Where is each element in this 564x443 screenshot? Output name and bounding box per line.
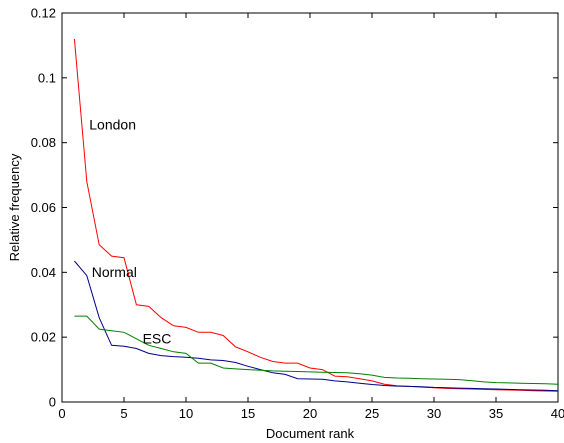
series-line-london: [73, 38, 559, 392]
y-tick-label: 0.02: [31, 330, 56, 345]
annotations: London Normal ESC: [89, 117, 171, 347]
y-axis-label: Relative frequency: [7, 153, 22, 261]
x-tick-label: 20: [303, 406, 317, 421]
annotation-normal: Normal: [92, 264, 137, 280]
y-tick-label: 0.12: [31, 6, 56, 21]
annotation-london: London: [89, 117, 136, 133]
y-tick-label: 0.06: [31, 200, 56, 215]
x-tick-label: 15: [241, 406, 255, 421]
series-lines: [73, 38, 559, 392]
x-tick-label: 40: [551, 406, 564, 421]
axis-ticks: [61, 12, 559, 403]
x-tick-label: 5: [120, 406, 127, 421]
x-tick-label: 0: [58, 406, 65, 421]
y-tick-label: 0.08: [31, 135, 56, 150]
x-tick-label: 30: [427, 406, 441, 421]
tick-labels: 0 5 10 15 20 25 30 35 40 0 0.02 0.04 0.06 0.08 0.1 0.12: [31, 6, 564, 422]
plot-area: [61, 12, 559, 403]
x-axis-label: Document rank: [266, 426, 355, 441]
y-tick-label: 0: [49, 395, 56, 410]
x-tick-label: 10: [179, 406, 193, 421]
annotation-esc: ESC: [143, 331, 172, 347]
x-tick-label: 35: [489, 406, 503, 421]
y-tick-label: 0.1: [38, 70, 56, 85]
series-line-esc: [74, 315, 559, 385]
y-tick-label: 0.04: [31, 265, 56, 280]
x-tick-label: 25: [365, 406, 379, 421]
series-line-normal: [74, 260, 559, 392]
